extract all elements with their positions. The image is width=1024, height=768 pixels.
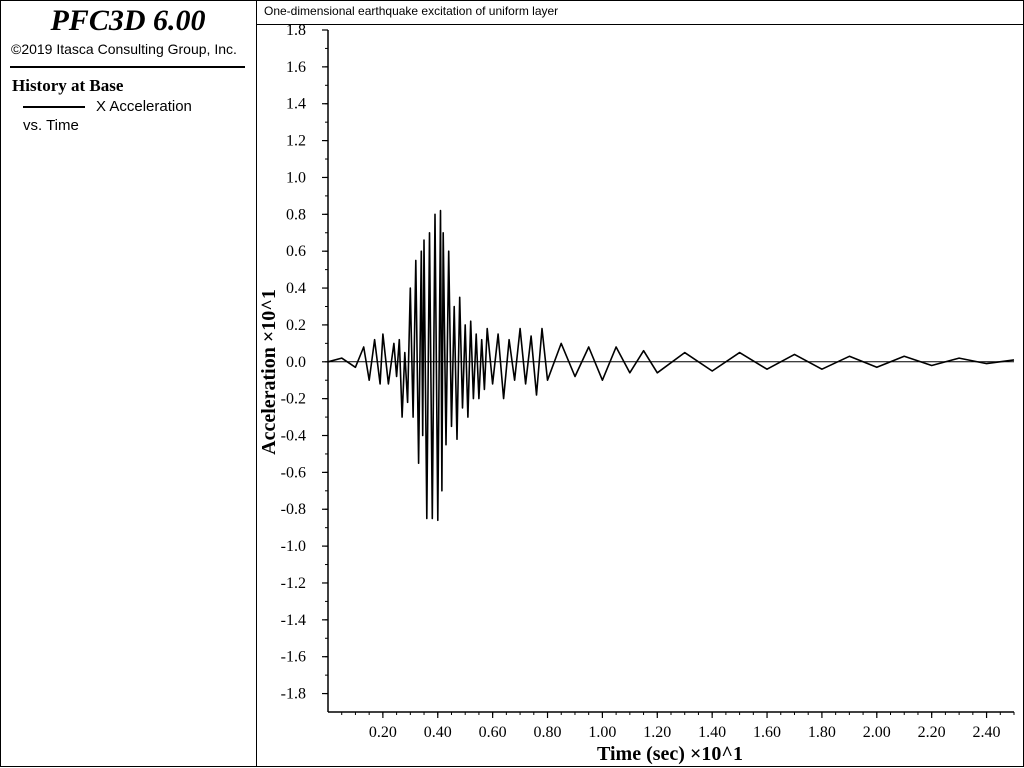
header-divider (257, 24, 1023, 25)
y-tick-label: 0.6 (286, 243, 306, 260)
x-tick-label: 1.20 (643, 724, 671, 741)
x-tick-label: 1.80 (808, 724, 836, 741)
legend-line-swatch (23, 106, 85, 108)
y-tick-label: -0.2 (281, 391, 306, 408)
chart-title: One-dimensional earthquake excitation of… (264, 4, 559, 18)
app-title: PFC3D 6.00 (50, 4, 206, 37)
x-tick-label: 2.00 (863, 724, 891, 741)
y-tick-label: -1.4 (281, 612, 306, 629)
y-tick-label: 0.4 (286, 280, 306, 297)
y-tick-label: 1.8 (286, 22, 306, 39)
x-tick-label: 1.00 (588, 724, 616, 741)
y-tick-label: -0.6 (281, 464, 306, 481)
series-line-x-acceleration (327, 209, 1015, 522)
x-axis-label: Time (sec) ×10^1 (597, 743, 743, 765)
y-axis-ticks: 1.8 1.6 1.4 1.2 1.0 0.8 0.6 0.4 0.2 0.0 -0.2 -0.4 -0… (281, 22, 328, 703)
legend-panel (0, 0, 256, 767)
legend-series-label: X Acceleration (96, 98, 192, 115)
legend-divider (10, 66, 245, 68)
x-axis-ticks: 0.20 0.40 0.60 0.80 1.00 1.20 1.40 1.60 1.80 2.00… (341, 712, 1015, 741)
y-tick-label: -1.2 (281, 575, 306, 592)
x-tick-label: 1.40 (698, 724, 726, 741)
legend-vs-label: vs. Time (23, 117, 79, 134)
x-tick-label: 0.20 (369, 724, 397, 741)
x-tick-label: 1.60 (753, 724, 781, 741)
y-tick-label: 1.4 (286, 96, 306, 113)
x-tick-label: 2.20 (918, 724, 946, 741)
copyright-text: ©2019 Itasca Consulting Group, Inc. (11, 41, 237, 57)
legend-title: History at Base (12, 76, 124, 95)
y-tick-label: 1.6 (286, 59, 306, 76)
x-tick-label: 0.40 (424, 724, 452, 741)
y-tick-label: 1.2 (286, 133, 306, 150)
x-tick-label: 0.60 (479, 724, 507, 741)
y-tick-label: 0.8 (286, 206, 306, 223)
x-tick-label: 0.80 (534, 724, 562, 741)
y-tick-label: 1.0 (286, 169, 306, 186)
x-tick-label: 2.40 (973, 724, 1001, 741)
y-tick-label: -1.0 (281, 538, 306, 555)
y-tick-label: -1.8 (281, 686, 306, 703)
y-tick-label: 0.0 (286, 354, 306, 371)
y-axis-label: Acceleration ×10^1 (258, 289, 280, 455)
series-lines (327, 209, 1015, 522)
y-tick-label: -1.6 (281, 649, 306, 666)
y-tick-label: 0.2 (286, 317, 306, 334)
y-tick-label: -0.4 (281, 428, 306, 445)
y-tick-label: -0.8 (281, 501, 306, 518)
